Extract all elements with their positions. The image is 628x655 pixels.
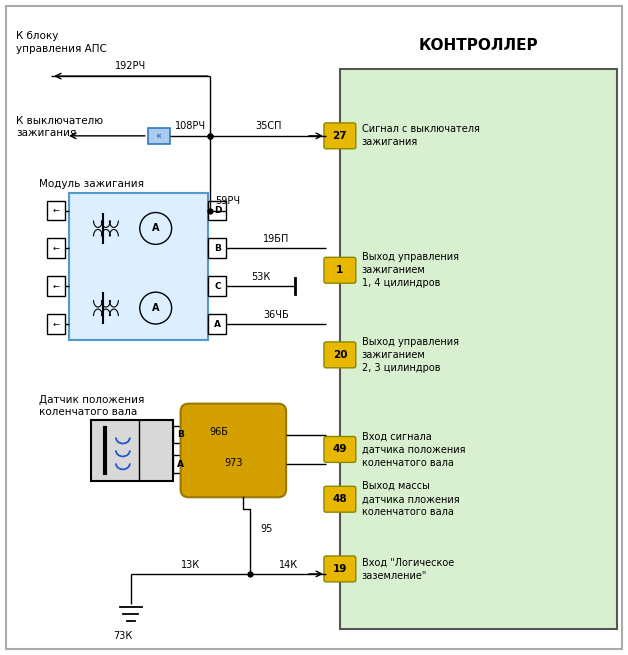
Text: D: D: [214, 206, 221, 215]
Text: 20: 20: [333, 350, 347, 360]
Text: Модуль зажигания: Модуль зажигания: [39, 179, 144, 189]
FancyBboxPatch shape: [47, 276, 65, 296]
Text: A: A: [152, 223, 160, 233]
Text: 27: 27: [333, 131, 347, 141]
FancyBboxPatch shape: [173, 426, 188, 443]
FancyBboxPatch shape: [47, 238, 65, 258]
FancyBboxPatch shape: [69, 193, 208, 340]
Text: «: «: [156, 131, 161, 141]
Text: КОНТРОЛЛЕР: КОНТРОЛЛЕР: [418, 38, 538, 53]
Text: 192РЧ: 192РЧ: [115, 61, 146, 71]
Text: Сигнал с выключателя
зажигания: Сигнал с выключателя зажигания: [362, 124, 480, 147]
FancyBboxPatch shape: [340, 69, 617, 629]
Text: ←: ←: [53, 282, 60, 291]
Text: 19БП: 19БП: [263, 234, 290, 244]
Text: 59РЧ: 59РЧ: [215, 196, 241, 206]
Text: Вход "Логическое
заземление": Вход "Логическое заземление": [362, 557, 454, 580]
Text: Выход массы
датчика пложения
коленчатого вала: Выход массы датчика пложения коленчатого…: [362, 481, 460, 517]
Text: 53К: 53К: [251, 272, 271, 282]
Text: 73К: 73К: [113, 631, 133, 641]
FancyBboxPatch shape: [208, 314, 226, 334]
FancyBboxPatch shape: [324, 436, 356, 462]
Text: 973: 973: [224, 458, 242, 468]
FancyBboxPatch shape: [208, 276, 226, 296]
Text: ←: ←: [53, 320, 60, 329]
Text: C: C: [214, 282, 220, 291]
Text: 48: 48: [333, 495, 347, 504]
Text: B: B: [214, 244, 221, 253]
FancyBboxPatch shape: [324, 486, 356, 512]
Text: 108РЧ: 108РЧ: [175, 121, 205, 131]
Text: ←: ←: [53, 244, 60, 253]
FancyBboxPatch shape: [91, 420, 173, 481]
Text: Вход сигнала
датчика положения
коленчатого вала: Вход сигнала датчика положения коленчато…: [362, 431, 465, 468]
Text: 49: 49: [333, 445, 347, 455]
Text: ←: ←: [53, 206, 60, 215]
Text: 1: 1: [336, 265, 344, 275]
Text: 95: 95: [260, 524, 273, 534]
Text: 14К: 14К: [279, 560, 298, 570]
Text: 96Б: 96Б: [209, 426, 228, 436]
Text: Выход управления
зажиганием
2, 3 цилиндров: Выход управления зажиганием 2, 3 цилиндр…: [362, 337, 459, 373]
Text: 36ЧБ: 36ЧБ: [263, 310, 289, 320]
FancyBboxPatch shape: [181, 403, 286, 497]
FancyBboxPatch shape: [47, 200, 65, 221]
FancyBboxPatch shape: [208, 238, 226, 258]
FancyBboxPatch shape: [47, 314, 65, 334]
FancyBboxPatch shape: [324, 556, 356, 582]
FancyBboxPatch shape: [148, 128, 170, 144]
Text: 19: 19: [333, 564, 347, 574]
Text: A: A: [214, 320, 221, 329]
Text: A: A: [177, 460, 184, 469]
Text: 13К: 13К: [181, 560, 200, 570]
FancyBboxPatch shape: [173, 455, 188, 474]
Text: Выход управления
зажиганием
1, 4 цилиндров: Выход управления зажиганием 1, 4 цилиндр…: [362, 252, 459, 288]
FancyBboxPatch shape: [6, 7, 622, 648]
Text: 35СП: 35СП: [255, 121, 281, 131]
FancyBboxPatch shape: [324, 257, 356, 283]
Text: Датчик положения
коленчатого вала: Датчик положения коленчатого вала: [39, 395, 144, 417]
Text: A: A: [152, 303, 160, 313]
FancyBboxPatch shape: [208, 200, 226, 221]
FancyBboxPatch shape: [324, 342, 356, 368]
FancyBboxPatch shape: [324, 123, 356, 149]
Text: B: B: [177, 430, 184, 439]
Text: К блоку
управления АПС: К блоку управления АПС: [16, 31, 107, 54]
Text: К выключателю
зажигания: К выключателю зажигания: [16, 116, 104, 138]
